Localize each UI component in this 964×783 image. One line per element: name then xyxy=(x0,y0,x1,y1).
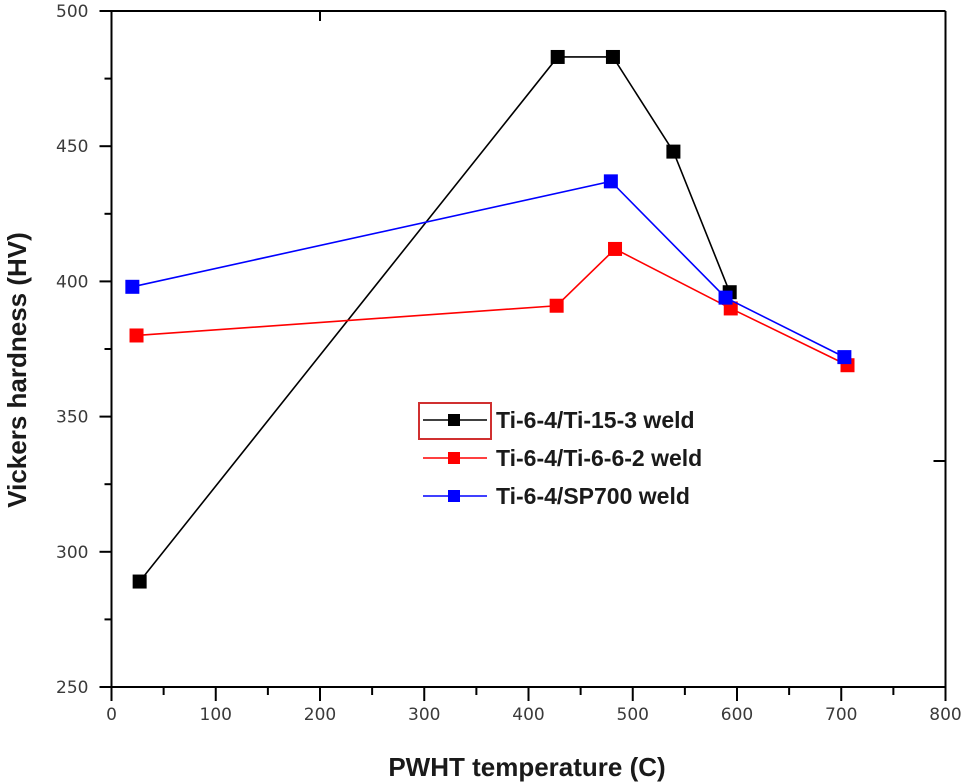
legend-label: Ti-6-4/Ti-6-6-2 weld xyxy=(496,445,702,471)
legend-marker xyxy=(448,452,460,464)
data-point xyxy=(608,241,623,256)
data-point xyxy=(550,49,565,64)
data-point xyxy=(129,328,144,343)
x-tick-label: 500 xyxy=(617,705,649,725)
series-layer xyxy=(125,49,855,589)
legend-item: Ti-6-4/Ti-6-6-2 weld xyxy=(423,445,702,471)
legend-item: Ti-6-4/Ti-15-3 weld xyxy=(423,407,695,433)
legend-marker xyxy=(448,414,460,426)
series-line xyxy=(136,247,848,366)
y-tick-label: 500 xyxy=(56,2,88,22)
series-2 xyxy=(129,241,855,373)
data-point xyxy=(549,298,564,313)
x-tick-label: 0 xyxy=(106,705,117,725)
x-tick-label: 300 xyxy=(408,705,440,725)
x-tick-label: 100 xyxy=(200,705,232,725)
y-tick-label: 250 xyxy=(56,678,88,698)
data-point xyxy=(666,144,681,159)
y-tick-label: 400 xyxy=(56,272,88,292)
x-tick-label: 800 xyxy=(929,705,961,725)
legend-item: Ti-6-4/SP700 weld xyxy=(423,483,690,509)
data-point xyxy=(718,290,733,305)
legend-selection-box xyxy=(418,402,492,440)
y-tick-label: 300 xyxy=(56,543,88,563)
legend-marker xyxy=(448,490,460,502)
data-point xyxy=(125,279,140,294)
series-3 xyxy=(125,174,852,365)
data-point xyxy=(132,574,147,589)
data-point xyxy=(837,350,852,365)
x-tick-label: 700 xyxy=(825,705,857,725)
data-point xyxy=(605,49,620,64)
axes: 0 100 200 300 400 500 600 700 800 250 300 350 400 450… xyxy=(56,2,962,725)
legend-label: Ti-6-4/Ti-15-3 weld xyxy=(496,407,695,433)
x-tick-label: 200 xyxy=(304,705,336,725)
x-tick-label: 600 xyxy=(721,705,753,725)
legend: Ti-6-4/Ti-15-3 weld Ti-6-4/Ti-6-6-2 weld T… xyxy=(418,402,702,509)
data-point xyxy=(723,301,738,316)
series-line xyxy=(132,180,845,358)
y-tick-label: 450 xyxy=(56,137,88,157)
x-tick-label: 400 xyxy=(512,705,544,725)
data-point xyxy=(603,174,618,189)
legend-label: Ti-6-4/SP700 weld xyxy=(496,483,690,509)
series-1 xyxy=(132,49,737,589)
x-axis-title: PWHT temperature (C) xyxy=(388,752,665,782)
y-axis-title: Vickers hardness (HV) xyxy=(2,232,32,508)
y-tick-label: 350 xyxy=(56,408,88,428)
